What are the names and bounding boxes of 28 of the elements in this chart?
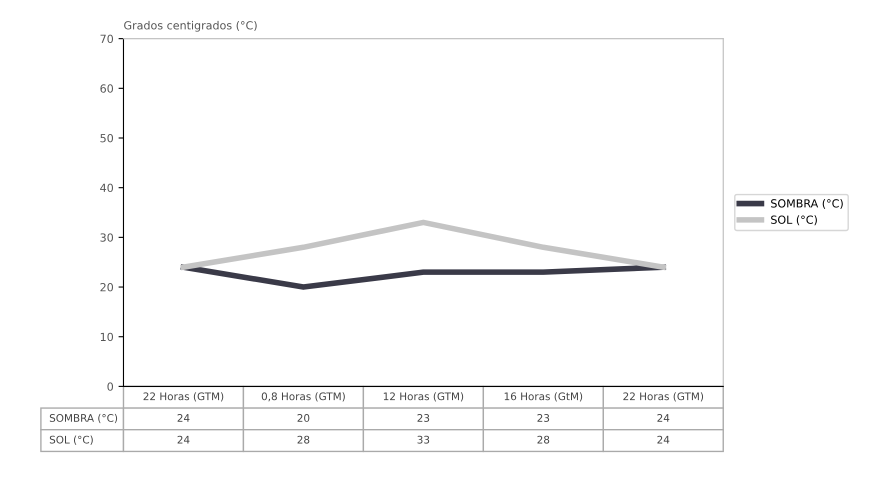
data-label: 24 xyxy=(657,414,670,422)
legend-label: SOMBRA (°C) xyxy=(771,199,843,209)
x-tick-label: 0,8 Horas (GTM) xyxy=(262,392,345,402)
data-label: 20 xyxy=(298,414,310,422)
data-label: 23 xyxy=(537,414,550,422)
y-tick-label: 20 xyxy=(100,283,114,292)
y-tick-label: 70 xyxy=(100,34,114,44)
y-axis-title: Grados centigrados (°C) xyxy=(124,20,257,32)
data-label: 28 xyxy=(537,436,550,444)
x-tick-label: 22 Horas (GTM) xyxy=(144,392,224,402)
y-tick-label: 10 xyxy=(100,332,114,342)
y-tick-label: 50 xyxy=(100,134,114,142)
text: SOMBRA (°C) xyxy=(50,414,118,424)
y-tick-label: 30 xyxy=(100,233,114,242)
x-tick-label: 22 Horas (GTM) xyxy=(623,392,704,402)
data-label: 33 xyxy=(418,436,430,444)
data-label: 23 xyxy=(417,414,430,422)
data-label: 28 xyxy=(298,436,310,444)
y-tick-label: 60 xyxy=(100,84,114,93)
data-label: 24 xyxy=(657,436,670,444)
legend-label: SOL (°C) xyxy=(771,215,817,226)
y-tick-label: 40 xyxy=(100,184,114,192)
y-tick-label: 0 xyxy=(107,382,114,391)
data-label: 24 xyxy=(178,414,190,422)
text: SOL (°C) xyxy=(50,436,93,445)
x-tick-label: 12 Horas (GTM) xyxy=(384,392,464,402)
data-label: 24 xyxy=(178,436,190,444)
x-tick-label: 16 Horas (GtM) xyxy=(504,392,582,402)
